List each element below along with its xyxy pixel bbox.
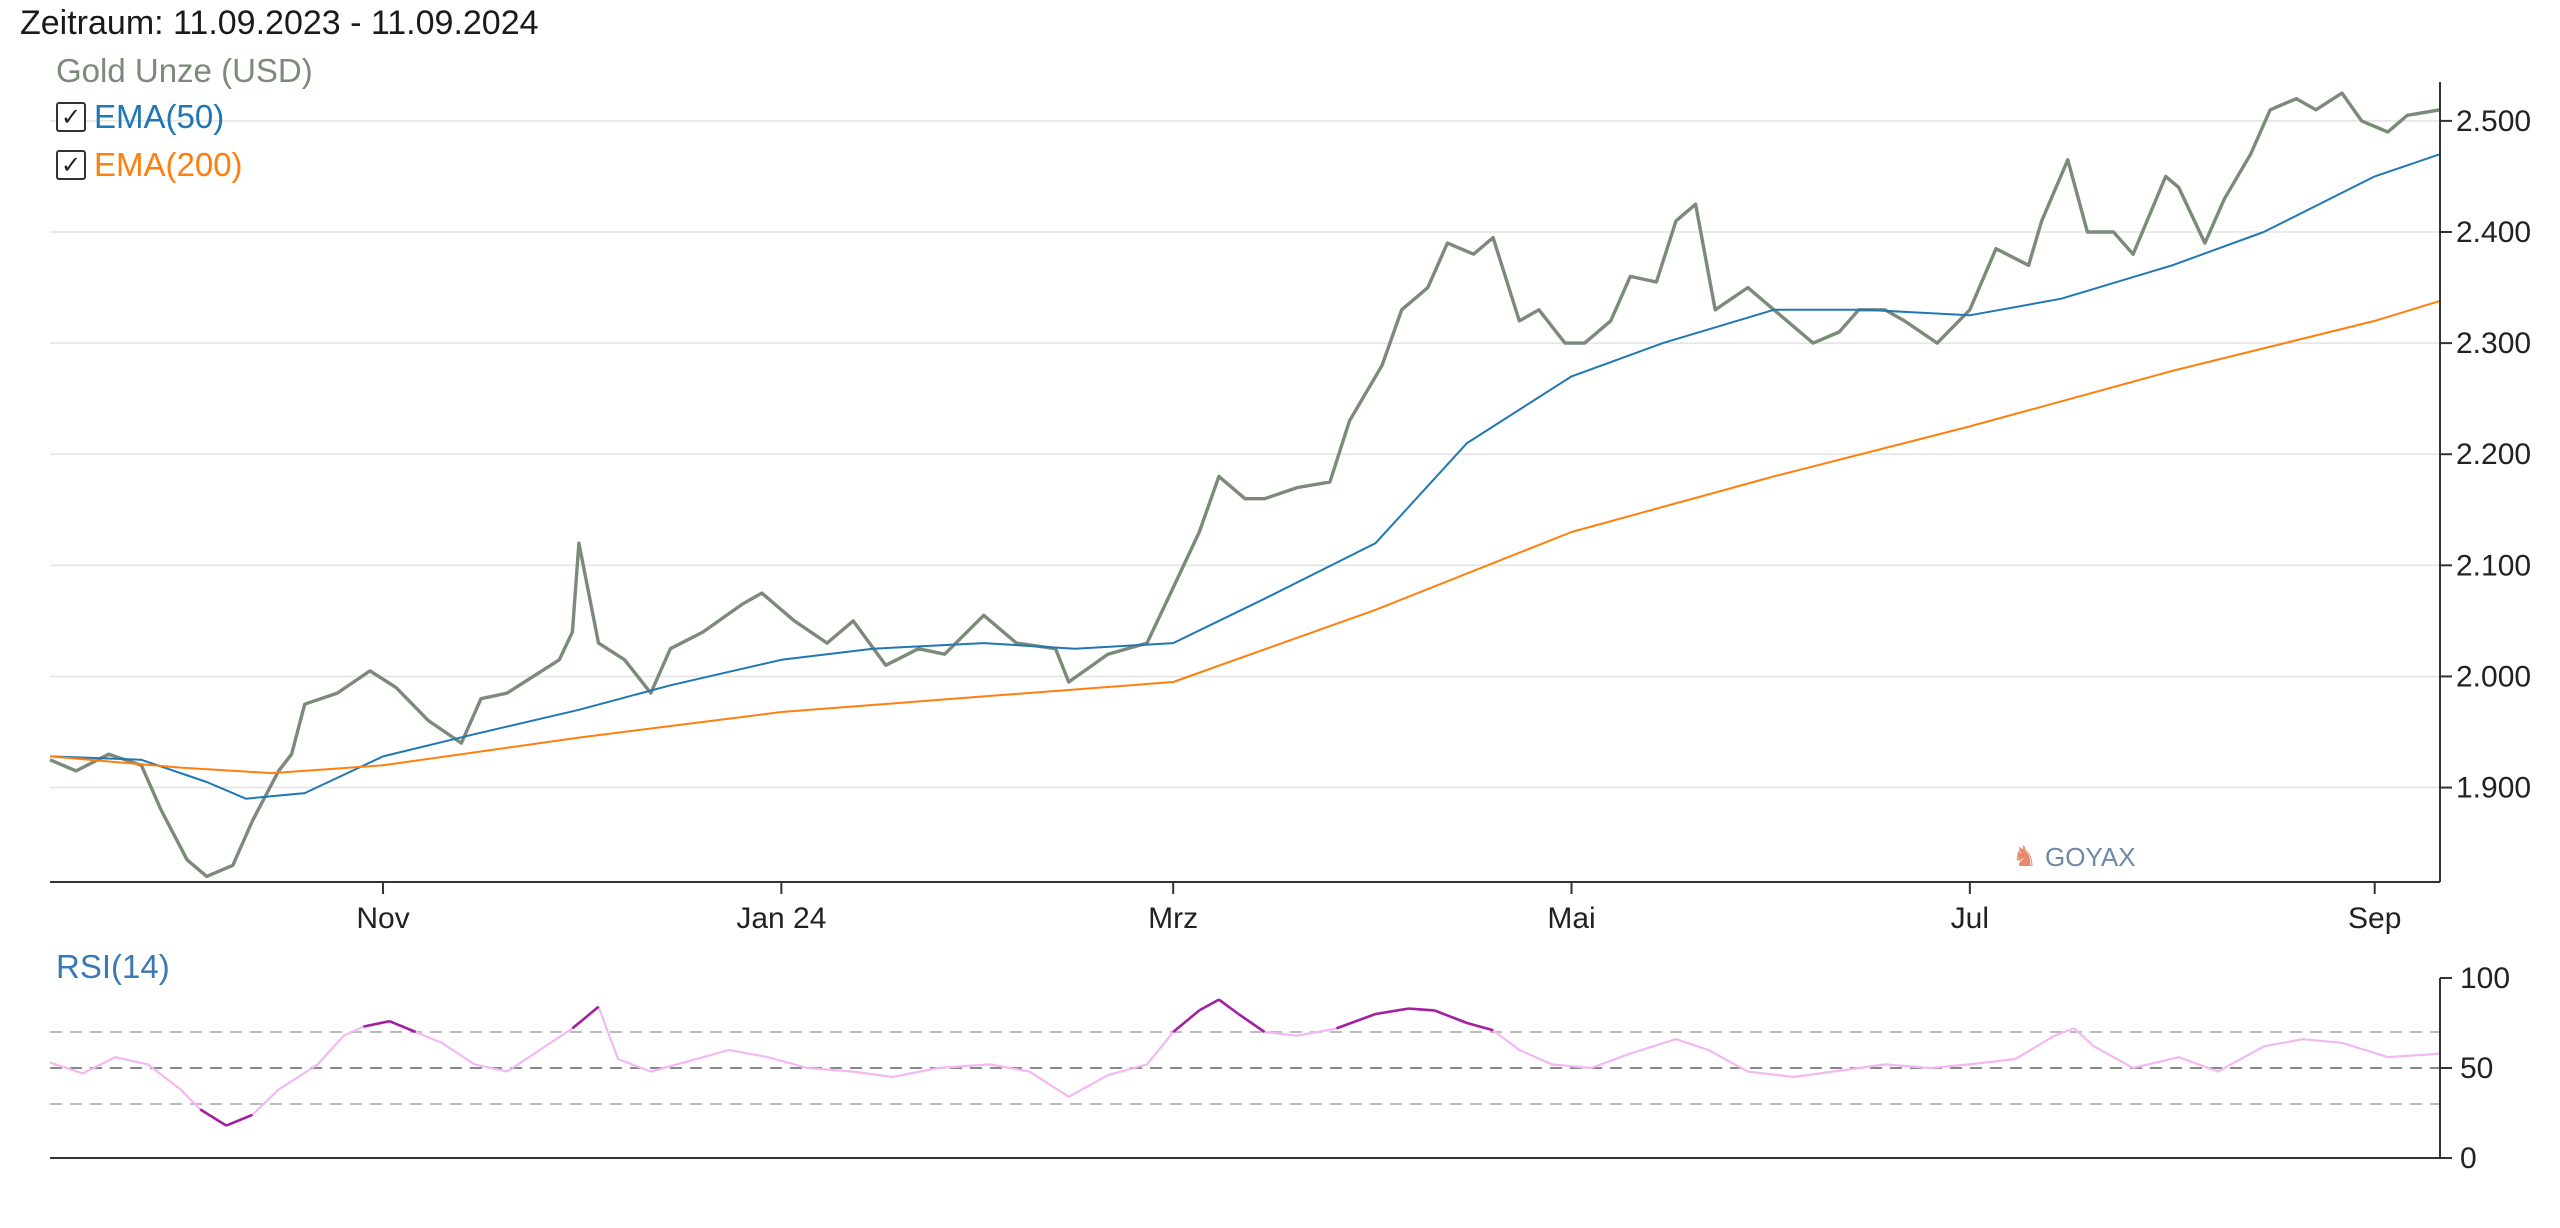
main-gridlines (50, 120, 2440, 789)
rsi-extreme-segment (1335, 1012, 1377, 1030)
rsi-extreme-segment (1408, 1007, 1435, 1012)
x-tick-label: Jul (1951, 902, 1989, 935)
rsi-extreme-segment (225, 1113, 253, 1127)
legend-ema200[interactable]: ✓ EMA(200) (56, 146, 243, 184)
legend-ema200-label: EMA(200) (94, 146, 243, 183)
rsi-series (49, 998, 2441, 1127)
legend-ema50[interactable]: ✓ EMA(50) (56, 98, 224, 136)
x-tick-label: Mai (1547, 902, 1595, 935)
ema50-checkbox[interactable]: ✓ (56, 102, 86, 132)
ema200-checkbox[interactable]: ✓ (56, 150, 86, 180)
series-ema-50- (49, 153, 2441, 800)
watermark-bull-icon: ♞ (2012, 841, 2037, 872)
rsi-extreme-segment (363, 1019, 390, 1028)
y-tick-label: 1.900 (2456, 772, 2531, 805)
y-tick-label: 2.200 (2456, 438, 2531, 471)
rsi-extreme-segment (1172, 1009, 1201, 1034)
legend-gold-label: Gold Unze (USD) (56, 52, 313, 89)
rsi-tick-label: 100 (2460, 962, 2510, 995)
rsi-tick-label: 0 (2460, 1142, 2477, 1175)
rsi-extreme-segment (199, 1108, 227, 1127)
series-ema-200- (49, 299, 2441, 775)
svg-text:GOYAX: GOYAX (2045, 842, 2136, 872)
rsi-extreme-segment (1466, 1021, 1494, 1032)
rsi-reference-lines (50, 1031, 2440, 1105)
rsi-extreme-segment (1237, 1012, 1266, 1034)
x-tick-label: Jan 24 (736, 902, 826, 935)
x-tick-label: Nov (356, 902, 409, 935)
y-tick-label: 2.500 (2456, 105, 2531, 138)
legend-gold-ounce: Gold Unze (USD) (56, 52, 313, 90)
x-tick-label: Sep (2348, 902, 2401, 935)
y-tick-label: 2.400 (2456, 216, 2531, 249)
legend-rsi-label: RSI(14) (56, 948, 170, 985)
rsi-tick-label: 50 (2460, 1052, 2493, 1085)
x-tick-label: Mrz (1148, 902, 1198, 935)
rsi-extreme-segment (1218, 998, 1240, 1016)
rsi-extreme-segment (571, 1005, 600, 1030)
goyax-watermark: ♞ GOYAX (2012, 841, 2136, 872)
rsi-extreme-segment (1375, 1007, 1409, 1016)
y-tick-label: 2.000 (2456, 660, 2531, 693)
price-chart-series (49, 91, 2441, 879)
price-chart-axes: 1.900 2.000 2.100 2.200 2.300 2.400 2.500 Nov Ja… (50, 82, 2531, 935)
legend-rsi: RSI(14) (56, 948, 170, 986)
period-label: Zeitraum: 11.09.2023 - 11.09.2024 (20, 4, 539, 42)
series-gold-unze-usd- (49, 91, 2441, 879)
y-tick-label: 2.100 (2456, 549, 2531, 582)
rsi-extreme-segment (1198, 998, 1220, 1012)
legend-ema50-label: EMA(50) (94, 98, 225, 135)
rsi-extreme-segment (1433, 1009, 1468, 1025)
y-tick-label: 2.300 (2456, 327, 2531, 360)
rsi-extreme-segment (389, 1019, 417, 1034)
rsi-axes: 0 50 100 (50, 962, 2510, 1175)
